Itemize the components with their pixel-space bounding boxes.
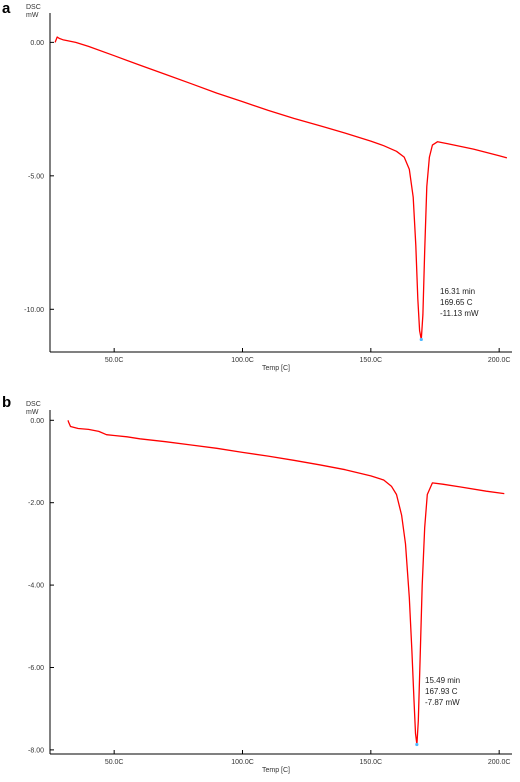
y-tick-label: 0.00 — [30, 40, 44, 47]
y-axis-title: DSC — [26, 4, 41, 11]
y-tick-label: -4.00 — [28, 583, 44, 590]
x-tick-label: 150.0C — [360, 759, 383, 766]
x-tick-label: 100.0C — [231, 759, 254, 766]
y-tick-label: -8.00 — [28, 747, 44, 754]
y-axis-unit: mW — [26, 12, 39, 19]
peak-annotation-line: 16.31 min — [440, 287, 475, 296]
dsc-curve-line — [67, 420, 505, 746]
y-axis-unit: mW — [26, 409, 39, 416]
x-tick-label: 100.0C — [231, 357, 254, 364]
y-tick-label: -10.00 — [24, 307, 44, 314]
x-axis-title: Temp [C] — [262, 767, 290, 774]
y-tick-label: -2.00 — [28, 500, 44, 507]
x-tick-label: 200.0C — [488, 357, 511, 364]
y-axis-title: DSC — [26, 401, 41, 408]
x-tick-label: 200.0C — [488, 759, 511, 766]
peak-annotation-line: 15.49 min — [425, 676, 460, 685]
x-tick-label: 50.0C — [105, 357, 124, 364]
x-axis-title: Temp [C] — [262, 365, 290, 372]
peak-annotation-line: 167.93 C — [425, 687, 458, 696]
y-tick-label: -5.00 — [28, 173, 44, 180]
x-tick-label: 50.0C — [105, 759, 124, 766]
peak-marker — [419, 337, 423, 342]
dsc-curve-line — [54, 36, 508, 341]
panel-letter-b: b — [2, 394, 12, 411]
peak-annotation-line: -11.13 mW — [440, 309, 479, 318]
peak-annotation-line: -7.87 mW — [425, 698, 460, 707]
y-tick-label: -6.00 — [28, 665, 44, 672]
panel-letter-a: a — [2, 0, 11, 17]
x-tick-label: 150.0C — [360, 357, 383, 364]
peak-annotation-line: 169.65 C — [440, 298, 473, 307]
peak-marker — [415, 742, 419, 747]
y-tick-label: 0.00 — [30, 418, 44, 425]
